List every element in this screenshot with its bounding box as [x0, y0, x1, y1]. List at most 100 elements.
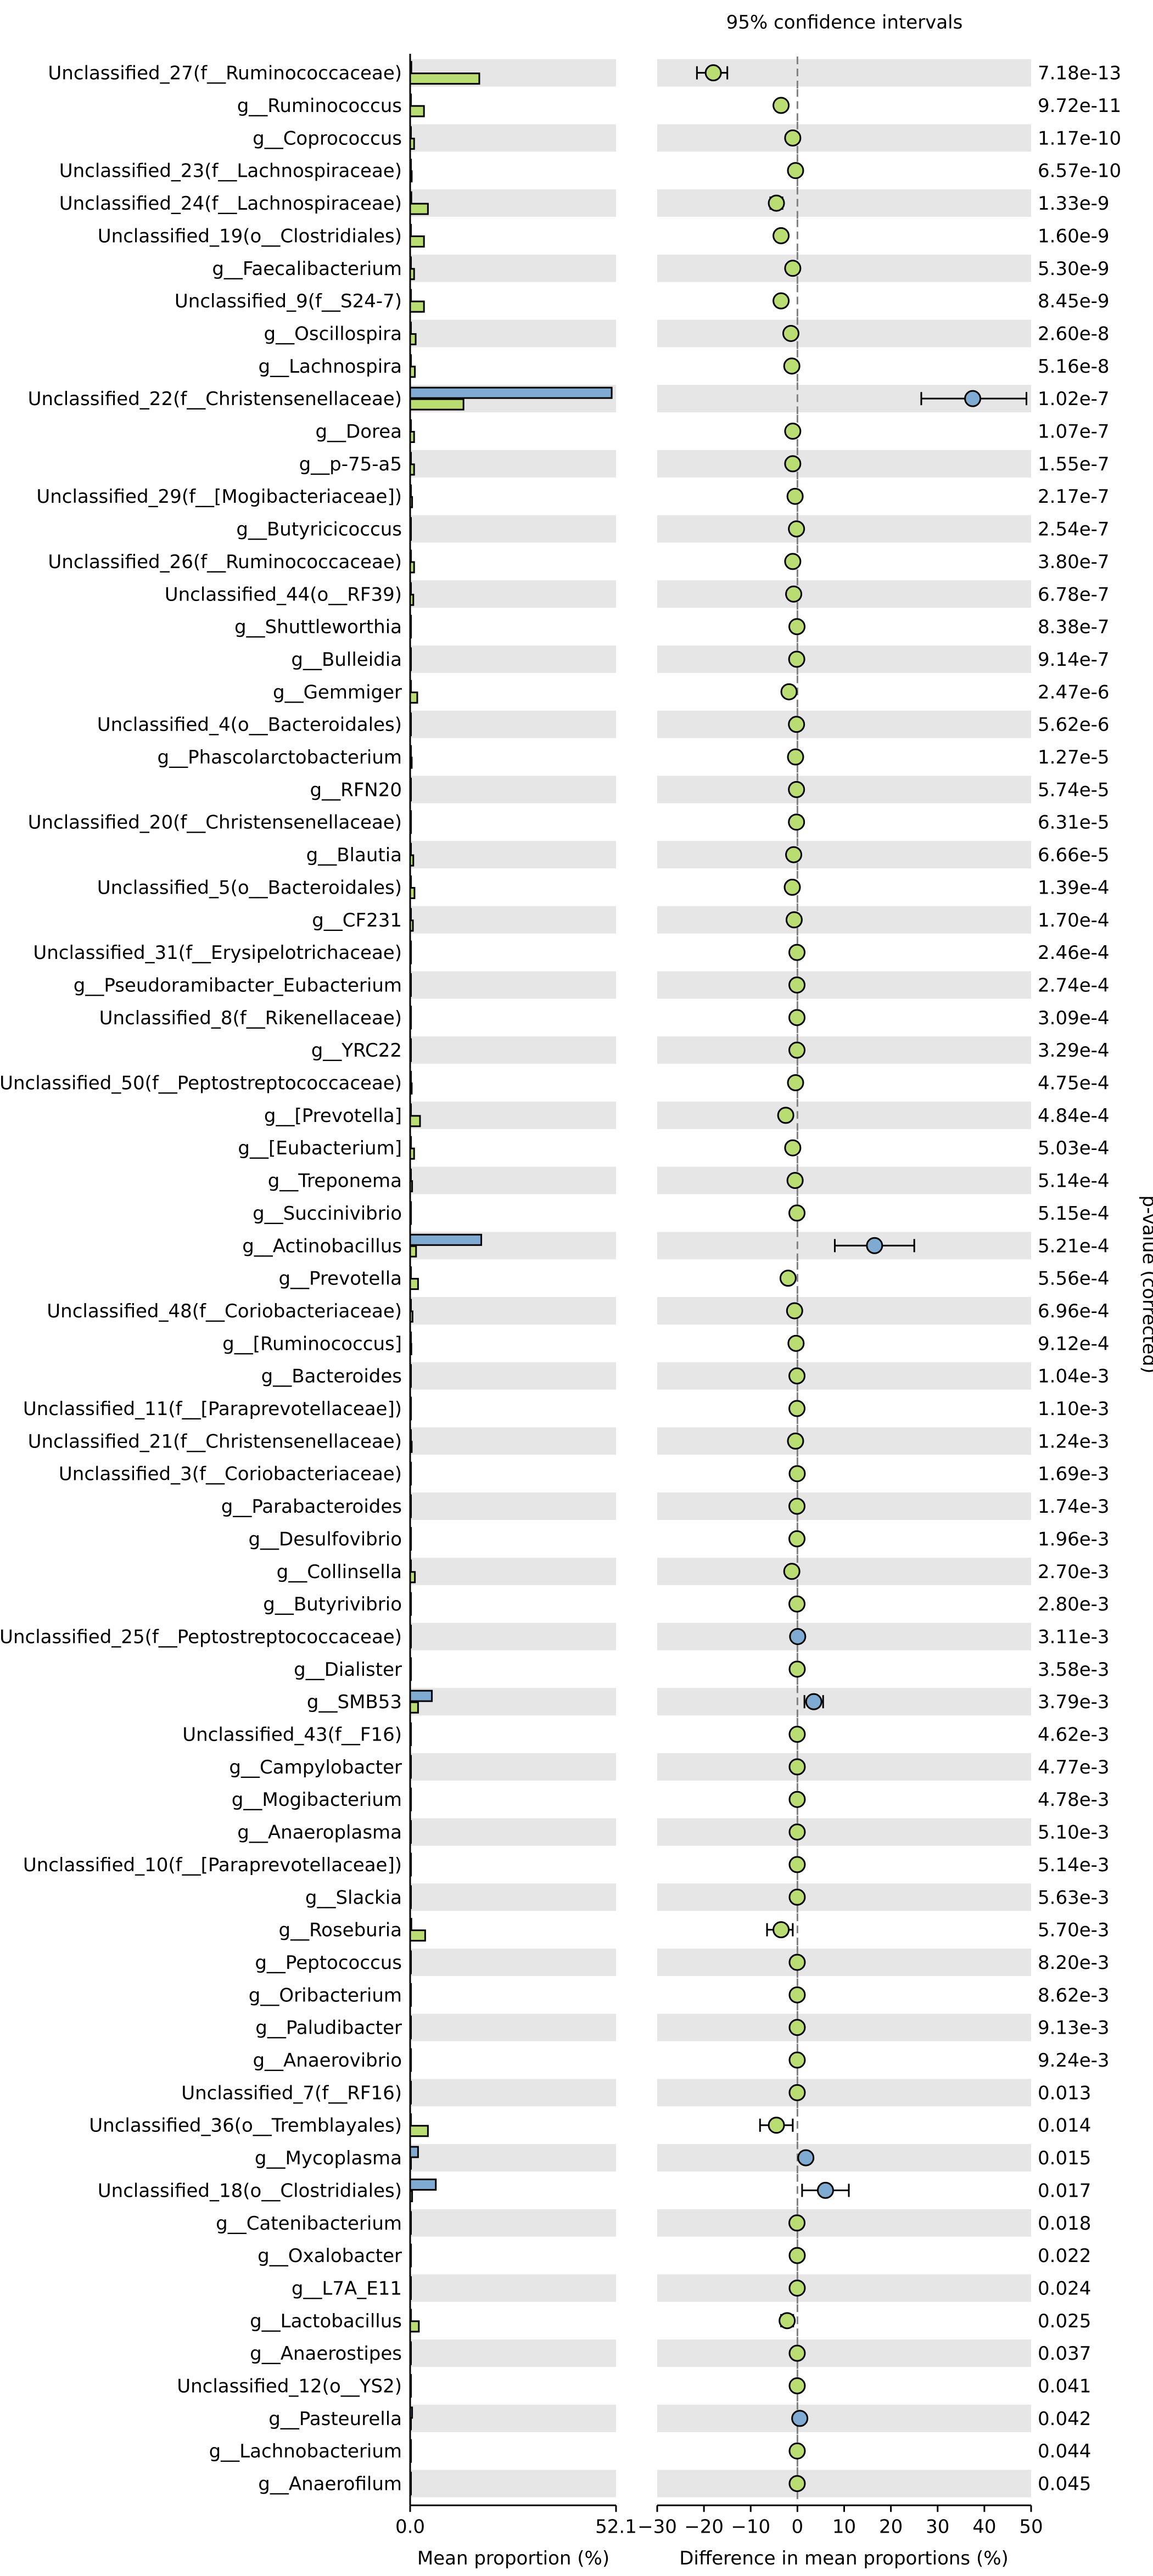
- difference-point: [788, 1367, 806, 1385]
- row-band-right: [657, 2274, 1031, 2302]
- feature-row: Unclassified_25(f__Peptostreptococcaceae…: [0, 1620, 1110, 1653]
- mean-bar-group1: [409, 2178, 437, 2191]
- feature-label: g__CF231: [312, 910, 402, 931]
- difference-point: [785, 911, 803, 929]
- row-band-left: [410, 1557, 616, 1585]
- pvalue-label: 8.38e-7: [1038, 616, 1110, 638]
- feature-label: Unclassified_9(f__S24-7): [175, 290, 402, 312]
- pvalue-label: 6.57e-10: [1038, 160, 1121, 182]
- feature-row: g__Mycoplasma 0.015: [255, 2141, 1091, 2174]
- row-band-left: [410, 124, 616, 152]
- row-band-left: [410, 2404, 616, 2432]
- feature-row: Unclassified_11(f__[Paraprevotellaceae])…: [23, 1392, 1110, 1425]
- feature-label: g__Anaeroplasma: [237, 1822, 402, 1844]
- difference-point: [704, 64, 722, 82]
- pvalue-label: 1.96e-3: [1038, 1528, 1110, 1550]
- row-band-right: [657, 1492, 1031, 1520]
- mean-bar-group2: [409, 398, 464, 411]
- feature-label: g__[Prevotella]: [264, 1105, 402, 1127]
- feature-label: g__Mycoplasma: [255, 2147, 402, 2169]
- feature-label: g__Butyrivibrio: [263, 1593, 402, 1615]
- feature-row: g__Lactobacillus 0.025: [250, 2304, 1091, 2337]
- row-band-left: [410, 841, 616, 869]
- pvalue-axis-label: p-value (corrected): [1138, 1196, 1153, 1374]
- feature-label: g__Faecalibacterium: [212, 258, 402, 280]
- difference-point: [784, 260, 802, 277]
- difference-point: [789, 1627, 807, 1645]
- feature-label: g__L7A_E11: [292, 2277, 402, 2299]
- pvalue-label: 0.037: [1038, 2343, 1091, 2365]
- pvalue-label: 9.24e-3: [1038, 2050, 1110, 2072]
- feature-row: Unclassified_50(f__Peptostreptococcaceae…: [0, 1066, 1110, 1099]
- feature-row: g__Shuttleworthia 8.38e-7: [234, 610, 1110, 643]
- difference-point: [784, 129, 802, 147]
- row-band-left: [410, 1818, 616, 1846]
- row-band-right: [657, 319, 1031, 347]
- difference-point: [780, 683, 798, 700]
- pvalue-label: 1.70e-4: [1038, 910, 1110, 931]
- mean-bar-group2: [409, 2320, 420, 2333]
- pvalue-label: 1.60e-9: [1038, 225, 1110, 247]
- feature-label: g__Roseburia: [278, 1920, 402, 1941]
- feature-row: Unclassified_48(f__Coriobacteriaceae) 6.9…: [47, 1294, 1110, 1327]
- difference-point: [787, 162, 804, 179]
- difference-point: [787, 1074, 804, 1092]
- feature-label: Unclassified_10(f__[Paraprevotellaceae]): [23, 1854, 402, 1876]
- feature-row: g__YRC22 3.29e-4: [311, 1034, 1110, 1067]
- feature-row: g__Actinobacillus 5.21e-4: [242, 1229, 1110, 1262]
- feature-label: g__YRC22: [311, 1040, 402, 1062]
- feature-label: g__Collinsella: [277, 1561, 402, 1583]
- difference-point: [779, 1270, 797, 1287]
- difference-point: [964, 390, 982, 407]
- difference-point: [788, 1856, 806, 1873]
- pvalue-label: 4.84e-4: [1038, 1105, 1110, 1127]
- feature-row: Unclassified_23(f__Lachnospiraceae) 6.57e…: [59, 154, 1121, 187]
- difference-point: [788, 813, 805, 831]
- feature-row: g__Treponema 5.14e-4: [268, 1164, 1110, 1197]
- feature-label: Unclassified_23(f__Lachnospiraceae): [59, 160, 402, 182]
- pvalue-label: 4.77e-3: [1038, 1756, 1110, 1778]
- feature-label: g__Anaerofilum: [258, 2473, 402, 2495]
- difference-point: [788, 650, 805, 668]
- feature-label: Unclassified_12(o__YS2): [177, 2376, 402, 2398]
- feature-label: g__Parabacteroides: [221, 1496, 402, 1518]
- row-band-left: [410, 189, 616, 217]
- difference-point: [788, 2019, 806, 2036]
- row-band-left: [410, 1101, 616, 1129]
- feature-row: g__[Ruminococcus] 9.12e-4: [222, 1327, 1110, 1360]
- feature-row: g__Anaerostipes 0.037: [250, 2337, 1091, 2370]
- row-band-right: [657, 1883, 1031, 1911]
- feature-row: g__Paludibacter 9.13e-3: [255, 2011, 1110, 2044]
- difference-point: [788, 2214, 806, 2232]
- mean-bar-group2: [409, 1278, 419, 1290]
- row-band-right: [657, 1948, 1031, 1976]
- feature-label: g__Lachnobacterium: [209, 2440, 402, 2462]
- row-band-left: [410, 254, 616, 282]
- pvalue-label: 0.041: [1038, 2376, 1091, 2398]
- feature-label: Unclassified_4(o__Bacteroidales): [97, 714, 402, 736]
- right-tick-label: 0: [792, 2516, 804, 2538]
- feature-row: Unclassified_8(f__Rikenellaceae) 3.09e-4: [99, 1001, 1110, 1034]
- feature-label: g__Bulleidia: [291, 649, 402, 671]
- difference-point: [788, 2442, 806, 2460]
- row-band-left: [410, 1948, 616, 1976]
- row-band-right: [657, 2144, 1031, 2172]
- difference-point: [788, 1986, 806, 2003]
- pvalue-label: 9.12e-4: [1038, 1333, 1110, 1355]
- difference-point: [788, 1758, 806, 1776]
- difference-point: [784, 423, 802, 440]
- row-band-right: [657, 2404, 1031, 2432]
- row-band-left: [410, 319, 616, 347]
- difference-point: [773, 227, 790, 244]
- pvalue-label: 6.31e-5: [1038, 812, 1110, 834]
- mean-bar-group2: [409, 1245, 417, 1258]
- feature-row: Unclassified_9(f__S24-7) 8.45e-9: [175, 284, 1110, 317]
- feature-row: g__RFN20 5.74e-5: [310, 773, 1110, 806]
- row-band-right: [657, 189, 1031, 217]
- feature-label: g__Oxalobacter: [258, 2245, 402, 2267]
- difference-point: [783, 1563, 801, 1580]
- feature-label: g__RFN20: [310, 779, 402, 801]
- row-band-right: [657, 841, 1031, 869]
- right-panel-xlabel: Difference in mean proportions (%): [679, 2547, 1009, 2569]
- feature-label: Unclassified_5(o__Bacteroidales): [97, 877, 402, 899]
